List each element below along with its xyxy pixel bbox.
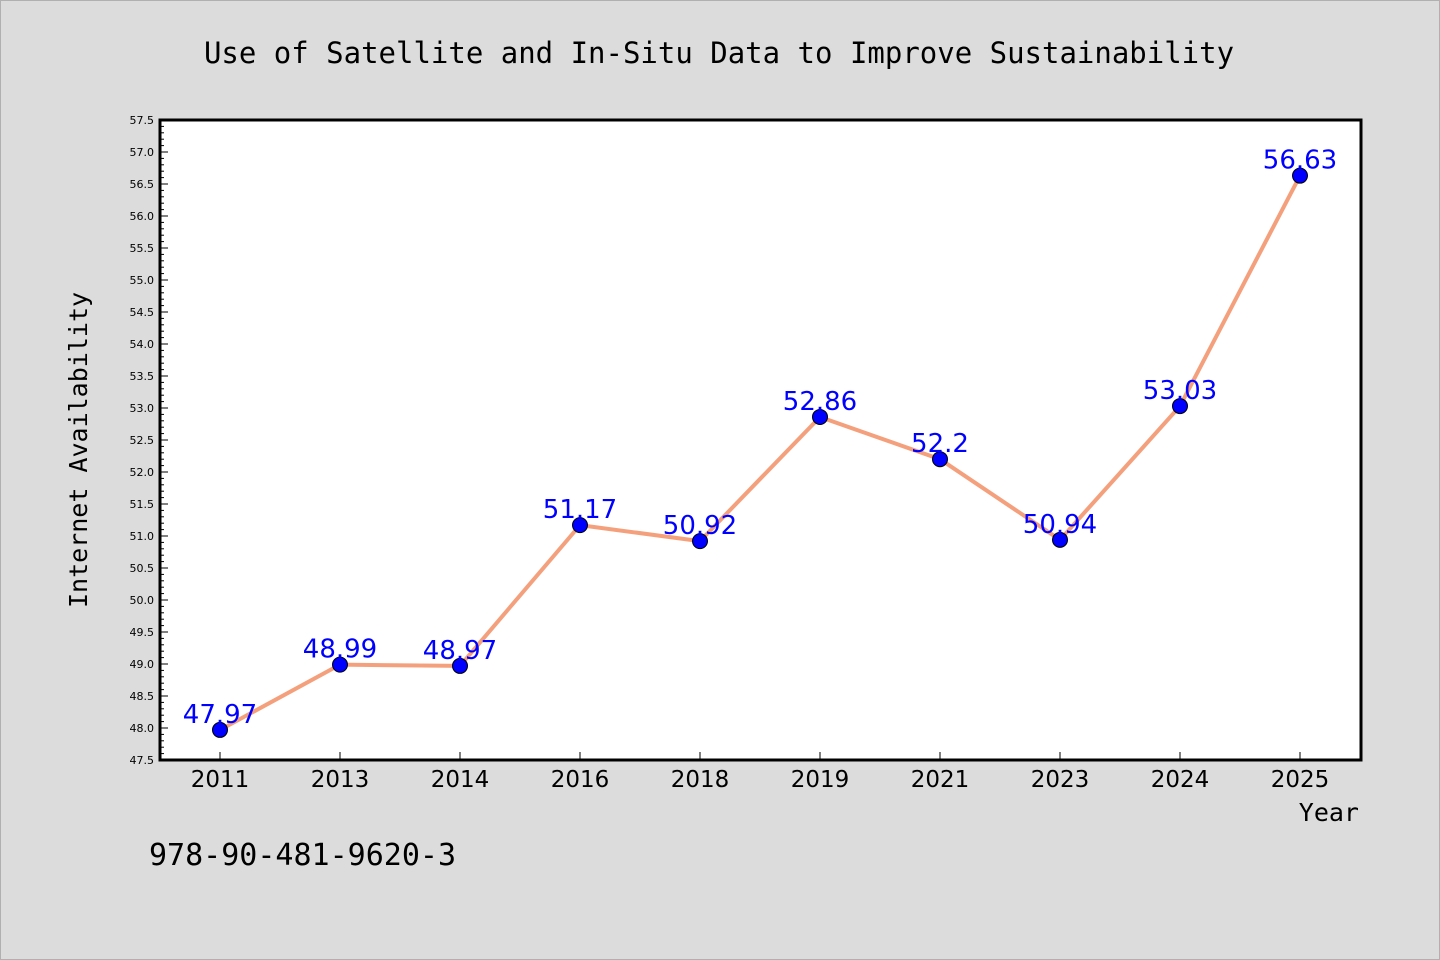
x-axis-label: Year <box>1299 798 1359 827</box>
plot-area <box>158 118 1363 762</box>
x-tick-label: 2024 <box>1151 767 1210 793</box>
data-label: 50.94 <box>1023 510 1097 540</box>
data-point <box>812 408 828 425</box>
y-tick-label: 53.5 <box>130 370 155 383</box>
y-tick-label: 56.5 <box>130 178 155 191</box>
data-point <box>1172 398 1188 415</box>
data-point <box>692 533 708 550</box>
y-tick-label: 56.0 <box>130 210 155 223</box>
data-label: 56.63 <box>1263 146 1337 176</box>
chart-title: Use of Satellite and In-Situ Data to Imp… <box>204 36 1234 70</box>
data-point <box>1052 531 1068 548</box>
y-tick-label: 49.5 <box>130 626 155 639</box>
y-tick-label: 54.5 <box>130 306 155 319</box>
data-labels: 47.97 48.99 48.97 51.17 50.92 52.86 52.2 50.94 5… <box>183 146 1337 730</box>
x-tick-label: 2021 <box>911 767 970 793</box>
y-axis-label: Internet Availability <box>64 292 93 608</box>
x-axis-ticks: 2011 2013 2014 2016 2018 2019 2021 2023 2024 2025 <box>191 752 1330 793</box>
y-tick-label: 52.5 <box>130 434 155 447</box>
series-line <box>219 174 1302 732</box>
x-tick-label: 2023 <box>1031 767 1090 793</box>
data-label: 50.92 <box>663 511 737 541</box>
series-polyline <box>219 174 1302 732</box>
y-tick-label: 55.0 <box>130 274 155 287</box>
y-tick-label: 54.0 <box>130 338 155 351</box>
y-tick-label: 51.0 <box>130 530 155 543</box>
y-axis-ticks: 47.5 48.0 48.5 49.0 49.5 50.0 50.5 51.0 51.5 52.0… <box>130 114 168 767</box>
y-tick-label: 50.5 <box>130 562 155 575</box>
y-tick-label: 53.0 <box>130 402 155 415</box>
x-tick-label: 2025 <box>1271 767 1330 793</box>
data-point <box>332 656 348 673</box>
data-label: 48.99 <box>303 635 377 665</box>
y-tick-label: 57.0 <box>130 146 155 159</box>
data-point <box>572 517 588 534</box>
y-tick-label: 48.5 <box>130 690 155 703</box>
data-point <box>932 451 948 468</box>
data-point <box>1292 167 1308 184</box>
y-tick-label: 55.5 <box>130 242 155 255</box>
x-tick-label: 2013 <box>311 767 370 793</box>
data-label: 47.97 <box>183 700 257 730</box>
series-markers <box>212 167 1308 738</box>
x-tick-label: 2014 <box>431 767 490 793</box>
data-label: 52.2 <box>911 429 969 459</box>
y-tick-label: 50.0 <box>130 594 155 607</box>
data-label: 53.03 <box>1143 376 1217 406</box>
x-tick-label: 2016 <box>551 767 610 793</box>
isbn-text: 978-90-481-9620-3 <box>149 838 456 873</box>
data-point <box>452 657 468 674</box>
data-label: 52.86 <box>783 387 857 417</box>
x-tick-label: 2019 <box>791 767 850 793</box>
data-point <box>212 721 228 738</box>
y-tick-label: 48.0 <box>130 722 155 735</box>
data-label: 48.97 <box>423 636 497 666</box>
y-tick-label: 52.0 <box>130 466 155 479</box>
data-label: 51.17 <box>543 495 617 525</box>
y-tick-label: 49.0 <box>130 658 155 671</box>
x-tick-label: 2018 <box>671 767 730 793</box>
x-tick-label: 2011 <box>191 767 250 793</box>
y-tick-label: 47.5 <box>130 754 155 767</box>
y-tick-label: 57.5 <box>130 114 155 127</box>
y-tick-label: 51.5 <box>130 498 155 511</box>
